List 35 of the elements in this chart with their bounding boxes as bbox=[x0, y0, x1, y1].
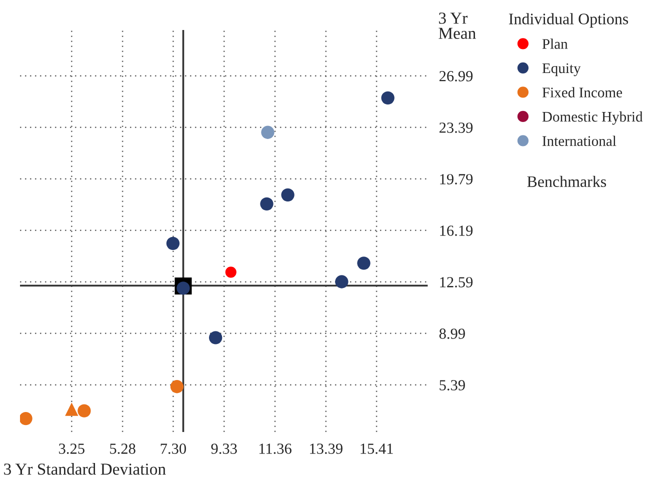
x-tick-label: 15.41 bbox=[360, 444, 393, 454]
y-tick-label: 23.39 bbox=[439, 122, 473, 133]
x-tick-label: 7.30 bbox=[160, 444, 186, 454]
legend-label: Equity bbox=[542, 63, 581, 76]
legend-label: Plan bbox=[542, 38, 568, 49]
y-tick-label: 26.99 bbox=[439, 71, 473, 82]
x-tick-label: 11.36 bbox=[259, 444, 292, 454]
point bbox=[260, 197, 274, 211]
x-tick-label: 9.33 bbox=[211, 444, 237, 454]
point bbox=[335, 275, 348, 288]
text: Benchmarks bbox=[527, 176, 606, 188]
x-tick-label: 13.39 bbox=[310, 444, 342, 454]
point bbox=[209, 331, 222, 344]
point bbox=[281, 188, 294, 202]
y-tick-label: 8.99 bbox=[439, 328, 465, 339]
y-axis-title: 3 Yr Mean bbox=[438, 12, 476, 39]
point bbox=[261, 126, 274, 139]
legend-label: Domestic Hybrid bbox=[542, 111, 643, 125]
point bbox=[381, 91, 394, 104]
x-axis-title: 3 Yr Standard Deviation bbox=[4, 463, 166, 475]
point bbox=[65, 402, 78, 416]
legend-label: International bbox=[542, 136, 616, 146]
y-tick-label: 16.19 bbox=[440, 226, 473, 236]
legend-label: Fixed Income bbox=[542, 87, 622, 98]
point bbox=[20, 412, 32, 426]
point bbox=[166, 236, 180, 250]
point bbox=[78, 404, 91, 418]
y-tick-label: 5.39 bbox=[440, 380, 465, 390]
point bbox=[357, 256, 370, 270]
y-tick-label: 12.59 bbox=[440, 277, 473, 288]
x-tick-label: 3.25 bbox=[59, 444, 84, 454]
legend-title: Individual Options bbox=[508, 13, 628, 28]
point bbox=[170, 380, 184, 394]
y-tick-label: 19.79 bbox=[440, 174, 473, 184]
x-tick-label: 5.28 bbox=[110, 444, 136, 454]
